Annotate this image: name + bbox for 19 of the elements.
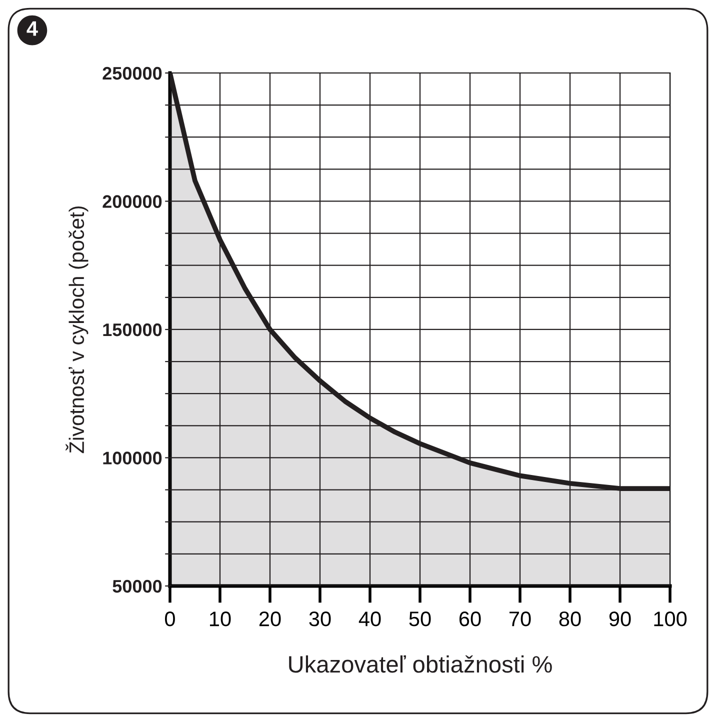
x-tick-label: 70 — [510, 612, 531, 626]
text: 4 — [26, 21, 38, 36]
x-axis-title: Ukazovateľ obtiažnosti % — [289, 655, 552, 673]
y-tick-label: 200000 — [102, 195, 162, 208]
x-tick-label: 20 — [259, 612, 281, 626]
x-tick-label: 10 — [210, 612, 231, 626]
x-tick-label: 60 — [459, 612, 481, 626]
x-tick-label: 80 — [559, 612, 581, 626]
x-tick-label: 40 — [358, 612, 381, 626]
x-tick-label: 30 — [309, 612, 331, 626]
y-tick-label: 250000 — [102, 66, 162, 80]
y-tick-label: 50000 — [112, 580, 162, 593]
y-axis-title: Životnosť v cykloch (počet) — [66, 206, 88, 454]
x-tick-label: 100 — [654, 612, 687, 626]
y-tick-label: 100000 — [103, 452, 162, 464]
x-tick-label: 90 — [609, 612, 631, 626]
y-tick-label: 150000 — [103, 323, 162, 336]
x-tick-label: 50 — [409, 612, 431, 626]
x-tick-label: 0 — [165, 612, 175, 626]
